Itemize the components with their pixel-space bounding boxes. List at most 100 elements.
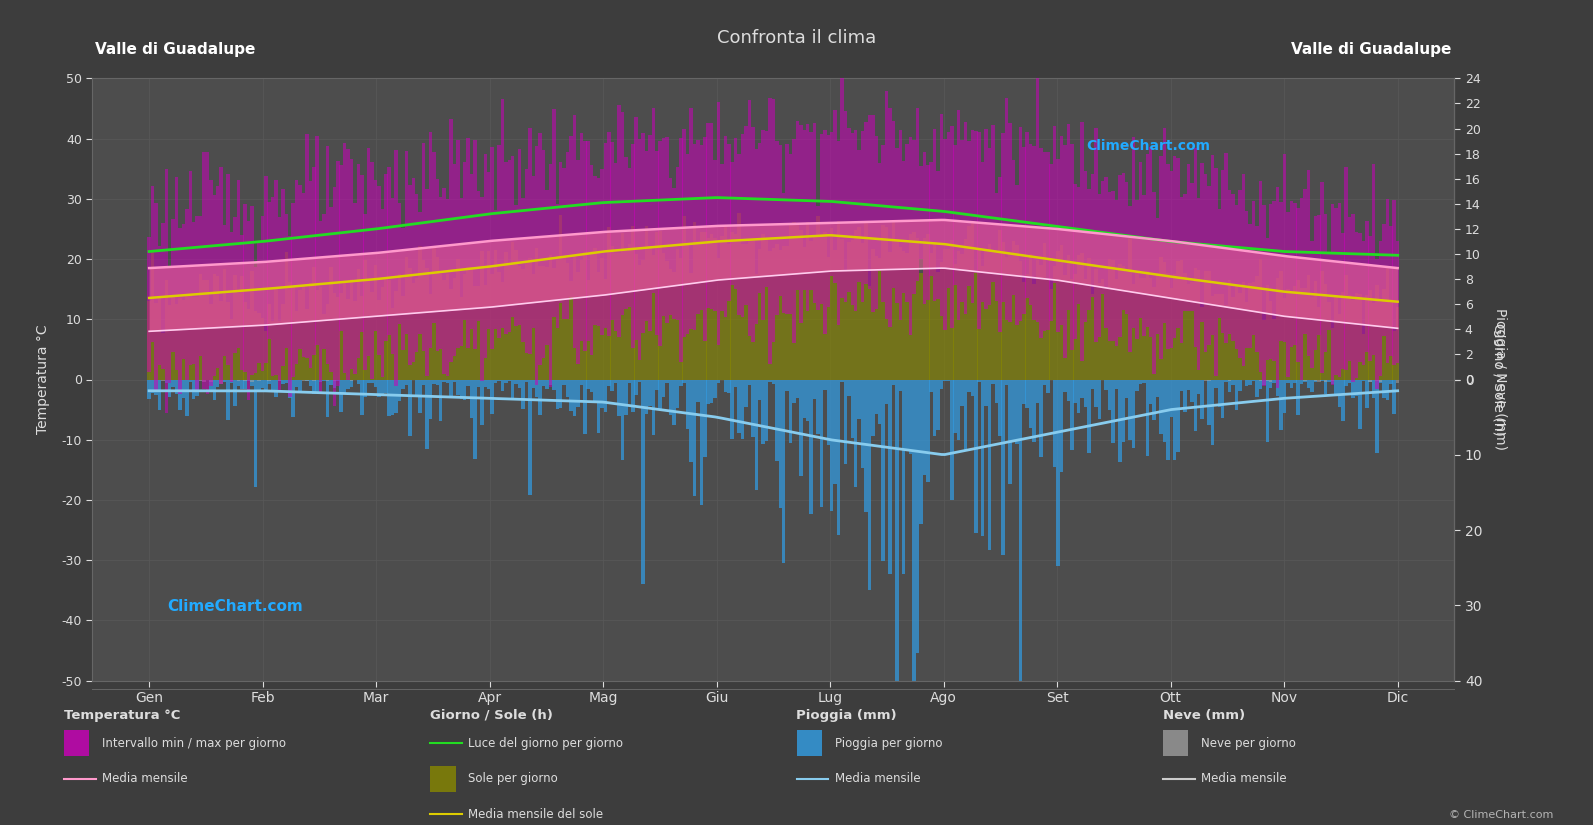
Bar xyxy=(1246,302,1249,380)
Bar xyxy=(621,112,624,315)
Bar xyxy=(583,252,586,380)
Bar xyxy=(306,134,309,358)
Bar xyxy=(1241,173,1246,366)
Bar xyxy=(1303,288,1306,380)
Bar xyxy=(1005,380,1008,385)
Bar xyxy=(1344,276,1348,380)
Bar xyxy=(271,197,274,376)
Bar xyxy=(1351,380,1354,398)
Bar xyxy=(237,380,241,381)
Bar xyxy=(1365,221,1368,352)
Bar xyxy=(1341,292,1344,380)
Bar xyxy=(988,380,991,549)
Bar xyxy=(744,244,747,380)
Bar xyxy=(710,380,714,403)
Bar xyxy=(922,238,926,380)
Bar xyxy=(440,380,443,421)
Bar xyxy=(370,162,374,380)
Bar xyxy=(354,301,357,380)
Bar xyxy=(473,286,476,380)
Bar xyxy=(1338,314,1341,380)
Bar xyxy=(432,248,435,380)
Bar xyxy=(878,258,881,380)
Bar xyxy=(459,380,464,398)
Bar xyxy=(949,126,954,328)
Bar xyxy=(247,380,250,381)
Bar xyxy=(155,203,158,390)
Bar xyxy=(1330,380,1335,384)
Bar xyxy=(1077,380,1080,412)
Bar xyxy=(336,296,339,380)
Bar xyxy=(1383,380,1386,398)
Bar xyxy=(731,380,734,439)
Bar xyxy=(532,380,535,388)
Bar xyxy=(363,260,366,380)
Bar xyxy=(467,138,470,347)
Bar xyxy=(1187,285,1190,380)
Bar xyxy=(408,268,411,380)
Bar xyxy=(1128,380,1133,441)
Bar xyxy=(703,233,707,380)
Bar xyxy=(1265,380,1270,442)
Bar xyxy=(771,99,776,342)
Bar xyxy=(322,214,327,350)
Bar xyxy=(288,281,292,380)
Bar xyxy=(1303,189,1306,334)
Bar xyxy=(1086,380,1091,453)
Bar xyxy=(991,125,994,282)
Bar xyxy=(241,380,244,389)
Bar xyxy=(503,162,508,333)
Bar xyxy=(390,308,395,380)
Bar xyxy=(943,139,946,329)
Text: Media mensile: Media mensile xyxy=(835,772,921,785)
Bar xyxy=(330,207,333,371)
Bar xyxy=(288,380,292,398)
Bar xyxy=(889,108,892,328)
Bar xyxy=(761,234,765,380)
Bar xyxy=(1258,182,1262,372)
Bar xyxy=(1050,289,1053,380)
Bar xyxy=(868,115,871,289)
Bar xyxy=(714,160,717,311)
Bar xyxy=(1067,255,1070,380)
Bar xyxy=(1341,233,1344,369)
Bar xyxy=(816,215,820,380)
Bar xyxy=(253,311,256,380)
Bar xyxy=(881,225,884,380)
Bar xyxy=(1258,380,1262,389)
Bar xyxy=(1372,304,1375,380)
Bar xyxy=(573,380,577,416)
Bar xyxy=(193,297,196,380)
Bar xyxy=(188,295,193,380)
Bar xyxy=(199,274,202,380)
Bar xyxy=(1380,380,1383,382)
Bar xyxy=(937,171,940,299)
Bar xyxy=(1204,174,1207,352)
Bar xyxy=(857,150,860,282)
Bar xyxy=(497,380,500,381)
Bar xyxy=(679,380,682,385)
Bar xyxy=(374,380,378,387)
Bar xyxy=(666,380,669,383)
Bar xyxy=(830,228,833,380)
Bar xyxy=(844,270,847,380)
Bar xyxy=(750,127,755,342)
Bar xyxy=(1152,287,1157,380)
Bar xyxy=(750,241,755,380)
Bar xyxy=(1067,380,1070,401)
Bar xyxy=(182,224,185,359)
Bar xyxy=(1077,187,1080,304)
Bar xyxy=(209,380,212,382)
Bar xyxy=(1309,297,1314,380)
Bar xyxy=(484,154,487,358)
Bar xyxy=(755,380,758,490)
Bar xyxy=(357,380,360,384)
Bar xyxy=(1196,198,1201,370)
Bar xyxy=(387,167,390,335)
Bar xyxy=(545,190,548,345)
Bar xyxy=(158,380,161,410)
Bar xyxy=(666,261,669,380)
Bar xyxy=(494,210,497,329)
Bar xyxy=(731,163,734,285)
Bar xyxy=(209,180,212,386)
